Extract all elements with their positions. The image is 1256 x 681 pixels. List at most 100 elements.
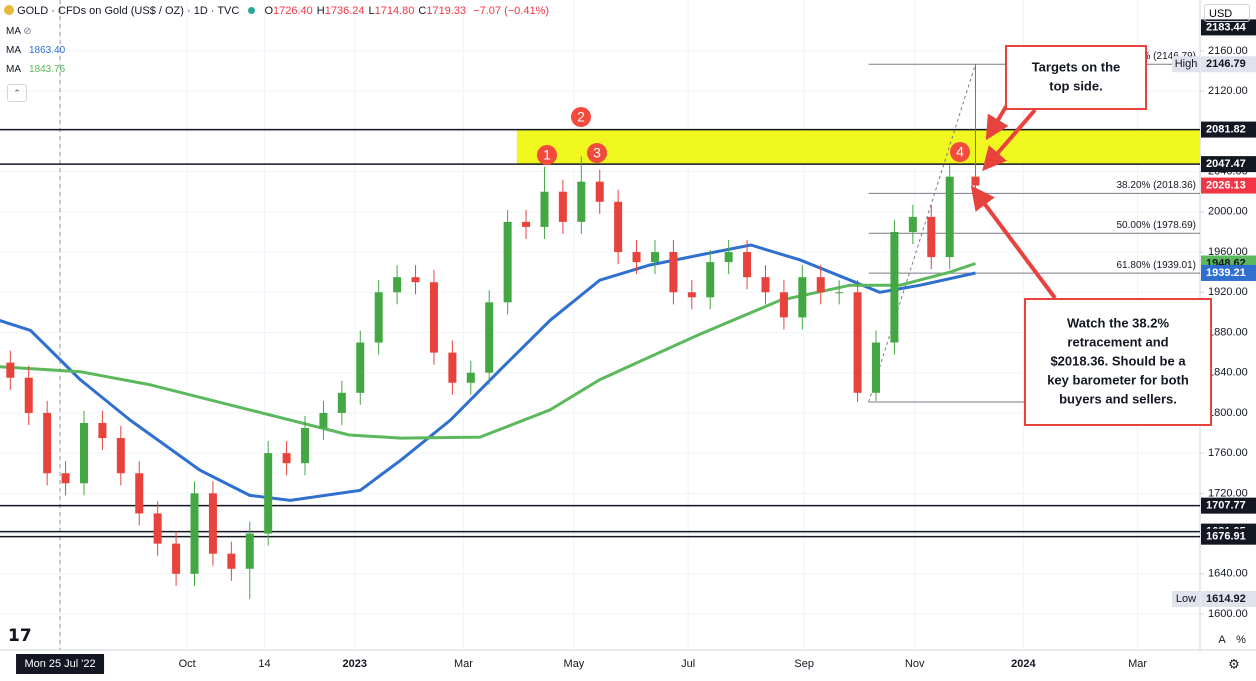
candle-body [264,453,273,534]
candle-body [43,412,52,474]
legend-value: 1863.40 [29,45,66,56]
price-label-bg [1201,121,1256,138]
candle-body [172,543,181,574]
price-label: 2146.79 [1206,58,1246,70]
price-label: 1707.77 [1206,500,1246,512]
price-label: 2047.47 [1206,158,1246,170]
candle-body [743,252,752,278]
candle-body [650,252,659,263]
candle-body [503,221,512,303]
moving-average [0,262,976,440]
candle-body [61,473,70,484]
marker [587,143,607,163]
candle-body [301,428,310,464]
legend-name: MA [6,45,21,56]
candle-body [393,277,402,293]
candle-body [577,181,586,222]
price-label-bg [1201,497,1256,514]
y-tick-label: 1600.00 [1208,608,1248,620]
candle-body [927,216,936,258]
axis-button[interactable]: % [1236,634,1246,646]
candle-body [540,191,549,227]
candle-body [6,362,15,378]
candle-body [116,438,125,474]
candle-body [761,277,770,293]
x-crosshair-label-bg [16,654,105,674]
callout-text: Watch the 38.2% [1067,315,1170,330]
candle-body [208,493,217,554]
callout-box [1005,45,1147,110]
candle-body [135,473,144,514]
symbol-icon [4,5,14,15]
x-tick-label: 2024 [1011,658,1036,670]
candle-body [485,302,494,373]
ohlc-key: L [368,5,375,17]
price-label-bg [1201,19,1256,36]
logo: 𝟭𝟳 [8,626,32,645]
price-label-bg [1201,177,1256,194]
y-tick-label: 1840.00 [1208,367,1248,379]
candle-body [374,292,383,343]
candle-body [890,231,899,343]
callout-box [1024,298,1212,426]
x-tick-label: 14 [258,658,270,670]
marker-label: 1 [543,147,551,163]
price-label: 2183.44 [1206,21,1247,33]
y-tick-label: 1720.00 [1208,487,1248,499]
currency-button[interactable]: USD [1204,4,1250,22]
candle-body [798,277,807,318]
plot: % (2146.79) 38.20% (2018.36) 50.00% (1978.… [0,0,1200,650]
legend-row: MA ⊘ [6,26,32,37]
candle-body [558,191,567,222]
candle-body [632,252,641,263]
price-tag-bg [1172,591,1200,608]
price-label: 2026.13 [1206,179,1246,191]
price-label-bg [1201,56,1256,73]
ohlc: O1726.40 H1736.24 L1714.80 C1719.33 [264,5,470,17]
callout-text: Targets on the [1032,59,1121,74]
ohlc-value: 1726.40 [273,5,313,17]
price-tag: High [1175,58,1198,70]
header: GOLD · CFDs on Gold (US$ / OZ) · 1D · TV… [4,5,553,17]
ohlc-value: 1719.33 [426,5,467,17]
callout-text: key barometer for both [1047,372,1189,387]
candle-body [319,412,328,429]
fib-label: % (2146.79) [1142,51,1196,62]
price-label-bg [1201,264,1256,281]
marker [950,142,970,162]
candle-body [98,422,107,439]
settings-button[interactable]: ⚙ [1228,656,1240,671]
candle-body [282,453,291,464]
ohlc-key: O [264,5,274,17]
axis-button[interactable]: A [1218,634,1226,646]
candle-body [724,252,733,263]
candle-body [466,372,475,383]
marker [537,145,557,165]
x-tick-label: Mon 25 Jul '22 [24,658,95,670]
callout-text: retracement and [1067,334,1168,349]
price-tag-bg [1172,56,1200,73]
candle-body [853,292,862,393]
fib-label: 50.00% (1978.69) [1116,220,1196,231]
candle-body [706,262,715,298]
candle-body [908,216,917,232]
x-tick-label: May [564,658,585,670]
candle-body [79,422,88,484]
candle-body [835,292,844,294]
candle-body [779,292,788,318]
x-tick-label: Mar [1128,658,1147,670]
moving-average [0,243,976,502]
hidden-icon[interactable]: ⊘ [23,26,32,37]
y-tick-label: 1800.00 [1208,407,1248,419]
candle-body [816,277,825,293]
change: −7.07 (−0.41%) [473,5,550,17]
y-tick-label: 1760.00 [1208,447,1248,459]
candle-body [669,252,678,293]
price-label-bg [1201,591,1256,608]
fib-label: 38.20% (2018.36) [1116,180,1196,191]
x-tick-label: 2023 [343,658,367,670]
collapse-button[interactable]: ⌃ [7,84,27,102]
price-tag: Low [1176,593,1196,605]
